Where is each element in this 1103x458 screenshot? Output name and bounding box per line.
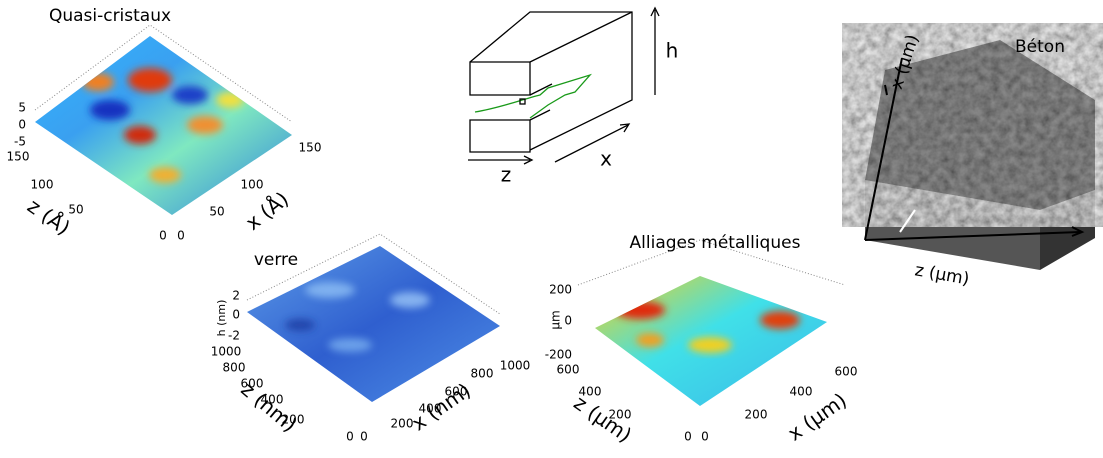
z-tick-label: 0 [159,229,167,243]
x-tick-label: 600 [445,385,468,399]
schema-drawing [468,6,660,165]
x-tick-label: 0 [701,430,709,444]
x-tick-label: 0 [177,229,185,243]
h-tick-label: -2 [228,329,240,343]
panel-title: Béton [1015,37,1065,57]
panel-title: verre [254,250,298,270]
h-tick-label: 0 [564,314,572,328]
h-tick-label: 0 [18,118,26,132]
h-tick-label: -5 [14,135,26,149]
axis-label: z (nm) [236,377,301,437]
x-tick-label: 800 [471,367,494,381]
x-tick-label: 400 [790,385,813,399]
z-tick-label: 150 [7,150,30,164]
x-tick-label: 200 [391,417,414,431]
panel-title: Alliages métalliques [630,233,801,253]
x-tick-label: 400 [419,402,442,416]
axis-label: z (Å) [23,194,75,240]
z-tick-label: 200 [282,413,305,427]
x-tick-label: 50 [209,205,224,219]
axis-label: µm [549,310,563,329]
z-tick-label: 200 [609,408,632,422]
h-tick-label: -200 [545,348,572,362]
x-tick-label: 600 [835,365,858,379]
h-tick-label: 5 [18,101,26,115]
panel-title: Quasi-cristaux [49,6,171,26]
h-tick-label: 0 [232,308,240,322]
axis-label: z (µm) [913,260,971,289]
beton-block [864,40,1095,270]
z-tick-label: 50 [68,203,83,217]
axis-label: x (nm) [407,378,475,435]
z-tick-label: 800 [223,361,246,375]
axis-label: h (nm) [215,300,228,337]
z-tick-label: 600 [241,377,264,391]
z-tick-label: 100 [31,178,54,192]
z-tick-label: 400 [261,393,284,407]
x-tick-label: 100 [241,178,264,192]
verre-surface [246,233,501,402]
axis-label: x [600,147,612,171]
axis-label: h [666,39,679,63]
x-tick-label: 150 [299,141,322,155]
x-tick-label: 0 [360,430,368,444]
z-tick-label: 400 [579,385,602,399]
x-tick-label: 200 [745,408,768,422]
h-tick-label: 200 [549,283,572,297]
x-tick-label: 1000 [500,359,531,373]
z-tick-label: 0 [346,430,354,444]
axis-label: x (Å) [241,187,293,235]
axis-label: z [501,163,512,187]
alliages-surface [577,239,846,406]
z-tick-label: 600 [557,363,580,377]
h-tick-label: 2 [232,289,240,303]
quasi-surface [34,24,293,215]
z-tick-label: 1000 [211,345,242,359]
z-tick-label: 0 [684,430,692,444]
